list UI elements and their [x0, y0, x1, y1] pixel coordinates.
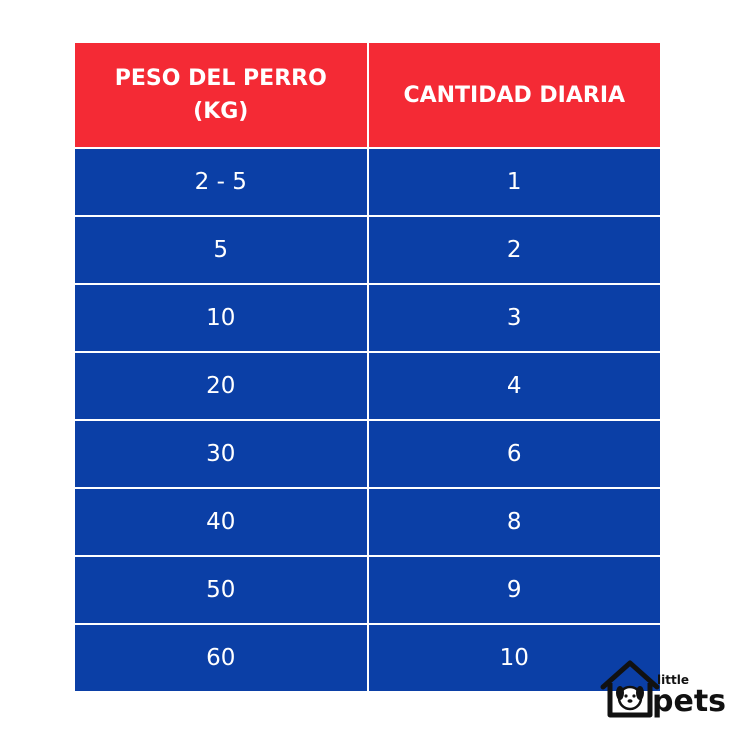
table-row: 30 6 [75, 419, 660, 489]
amount-cell: 9 [366, 555, 660, 625]
table-row: 60 10 [75, 623, 660, 691]
weight-cell: 60 [75, 623, 369, 691]
column-header-daily-amount: CANTIDAD DIARIA [366, 43, 660, 149]
table-row: 20 4 [75, 351, 660, 421]
logo-text-pets: pets [652, 684, 725, 719]
weight-cell: 50 [75, 555, 369, 625]
table-row: 2 - 5 1 [75, 147, 660, 217]
table-row: 10 3 [75, 283, 660, 353]
amount-cell: 1 [366, 147, 660, 217]
amount-cell: 6 [366, 419, 660, 489]
amount-cell: 3 [366, 283, 660, 353]
table-header: PESO DEL PERRO (KG) CANTIDAD DIARIA [75, 43, 660, 149]
table-body: 2 - 5 1 5 2 10 3 20 4 30 6 40 8 50 9 60 [75, 147, 660, 691]
column-header-weight: PESO DEL PERRO (KG) [75, 43, 369, 149]
doghouse-dog-icon: little pets [600, 660, 725, 719]
table-row: 50 9 [75, 555, 660, 625]
weight-cell: 40 [75, 487, 369, 557]
amount-cell: 2 [366, 215, 660, 285]
weight-cell: 10 [75, 283, 369, 353]
weight-cell: 5 [75, 215, 369, 285]
feeding-table: PESO DEL PERRO (KG) CANTIDAD DIARIA 2 - … [75, 43, 660, 691]
table-row: 40 8 [75, 487, 660, 557]
amount-cell: 8 [366, 487, 660, 557]
amount-cell: 4 [366, 351, 660, 421]
table-row: 5 2 [75, 215, 660, 285]
header-row: PESO DEL PERRO (KG) CANTIDAD DIARIA [75, 43, 660, 149]
logo-text-little: little [657, 673, 689, 687]
weight-cell: 2 - 5 [75, 147, 369, 217]
weight-cell: 30 [75, 419, 369, 489]
weight-cell: 20 [75, 351, 369, 421]
little-pets-logo: little pets [600, 660, 725, 720]
